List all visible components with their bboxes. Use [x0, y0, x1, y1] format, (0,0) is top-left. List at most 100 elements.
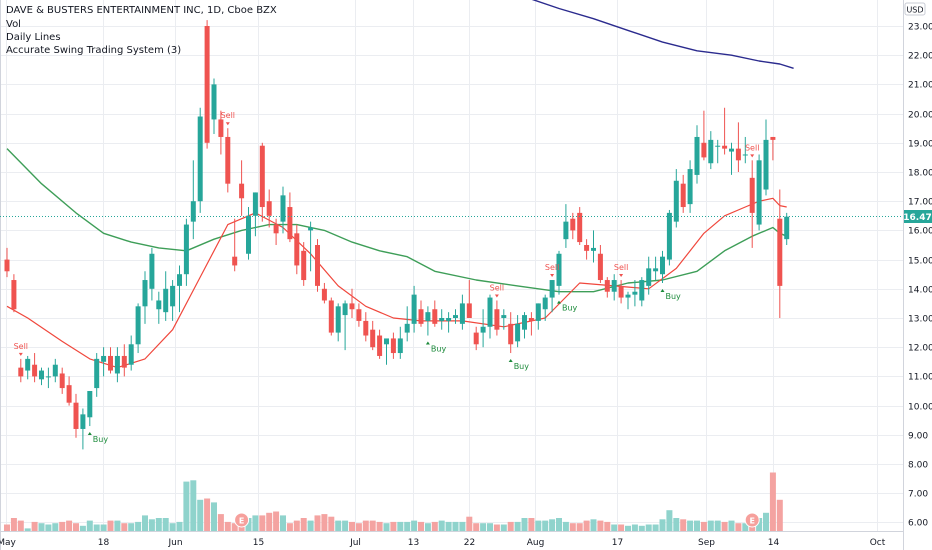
volume-bar: [728, 520, 735, 531]
candle-down: [349, 288, 355, 318]
volume-bar: [176, 521, 183, 531]
volume-bar: [45, 524, 52, 531]
candle-body: [522, 315, 527, 330]
candle-body: [197, 116, 203, 202]
candle-body: [632, 291, 638, 295]
volume-bar: [666, 510, 673, 531]
volume-bar: [769, 472, 776, 531]
candle-up: [25, 355, 31, 380]
candle-body: [190, 201, 196, 222]
volume-bar: [86, 520, 93, 531]
currency-label: USD: [906, 6, 923, 15]
candle-up: [715, 139, 721, 164]
volume-bar: [659, 519, 666, 531]
volume-bar: [411, 520, 418, 531]
time-tick-label: 18: [98, 538, 110, 548]
candle-body: [280, 195, 286, 222]
time-tick-label: 15: [253, 538, 264, 548]
candle-body: [784, 216, 790, 240]
candle-up: [397, 326, 403, 359]
candle-up: [611, 274, 617, 301]
candle-up: [446, 312, 452, 333]
volume-bar: [314, 515, 321, 531]
volume-bar: [73, 523, 79, 531]
candle-up: [149, 247, 155, 301]
candle-body: [729, 148, 734, 152]
candle-body: [128, 344, 134, 365]
time-tick-label: 13: [408, 538, 419, 548]
volume-bar: [604, 521, 611, 531]
candle-body: [163, 288, 169, 313]
volume-bar: [355, 523, 362, 531]
volume-bar: [328, 516, 335, 531]
volume-bar: [17, 520, 24, 531]
candle-body: [584, 245, 590, 251]
volume-bar: [231, 523, 238, 531]
candle-down: [66, 376, 72, 406]
candle-body: [611, 280, 617, 292]
price-tick-label: 16.00: [908, 227, 932, 237]
candle-down: [32, 353, 38, 383]
candle-down: [4, 247, 10, 278]
sell-arrow: [750, 154, 755, 158]
candle-up: [142, 271, 148, 324]
candle-body: [59, 373, 65, 389]
candle-body: [597, 253, 603, 281]
candle-down: [218, 110, 224, 155]
swing-system-indicator-label[interactable]: Accurate Swing Trading System (3): [6, 45, 182, 56]
candle-down: [528, 312, 534, 336]
candle-up: [39, 367, 44, 386]
candle-body: [321, 288, 327, 301]
candle-body: [480, 326, 486, 333]
candle-up: [666, 209, 672, 266]
price-axis[interactable]: 6.00 7.00 8.00 9.00 10.00 11.00 12.00 13.00 14.0…: [908, 23, 932, 529]
volume-bar: [480, 523, 487, 531]
candle-body: [446, 318, 452, 321]
candle-down: [273, 218, 279, 245]
candle-down: [432, 300, 438, 327]
earnings-icon: [744, 512, 760, 528]
candle-down: [356, 303, 362, 327]
volume-bar: [514, 521, 521, 531]
volume-bar: [611, 524, 618, 531]
volume-indicator-label[interactable]: Vol: [6, 19, 21, 30]
candle-down: [418, 300, 424, 327]
volume-bar: [404, 521, 411, 531]
last-price-label: 16.47: [903, 213, 931, 223]
volume-bar: [38, 523, 45, 531]
candle-body: [142, 280, 148, 307]
volume-bar: [224, 521, 231, 531]
candle-body: [218, 119, 224, 137]
candle-body: [673, 180, 679, 222]
candle-up: [94, 353, 100, 397]
volume-bar: [459, 521, 466, 531]
volume-bar: [549, 519, 556, 531]
candle-down: [108, 347, 113, 374]
volume-bar: [190, 480, 197, 531]
daily-lines-indicator-label[interactable]: Daily Lines: [6, 32, 61, 43]
volume-bar: [321, 514, 328, 531]
candle-up: [246, 207, 251, 260]
candle-up: [522, 312, 527, 339]
candle-body: [294, 233, 300, 266]
candle-body: [763, 139, 769, 190]
price-tick-label: 15.00: [908, 257, 932, 267]
volume-bar: [93, 524, 100, 531]
candle-up: [135, 303, 141, 354]
candle-body: [535, 303, 541, 321]
candle-body: [4, 259, 10, 272]
price-tick-label: 14.00: [908, 286, 932, 296]
volume-bar: [535, 520, 542, 531]
sell-signal-label: Sell: [490, 283, 504, 292]
candle-body: [211, 84, 217, 120]
candle-body: [349, 303, 355, 310]
candle-body: [149, 253, 155, 289]
time-axis[interactable]: May 18 Jun 15 Jul 13 22 Aug 17 Sep 14 Oct: [0, 538, 886, 548]
candle-body: [39, 370, 44, 380]
volume-bar: [376, 521, 383, 531]
candle-up: [190, 160, 196, 240]
time-tick-label: 22: [464, 538, 475, 548]
chart-title: DAVE & BUSTERS ENTERTAINMENT INC, 1D, Cb…: [6, 5, 277, 16]
candle-body: [680, 183, 686, 208]
